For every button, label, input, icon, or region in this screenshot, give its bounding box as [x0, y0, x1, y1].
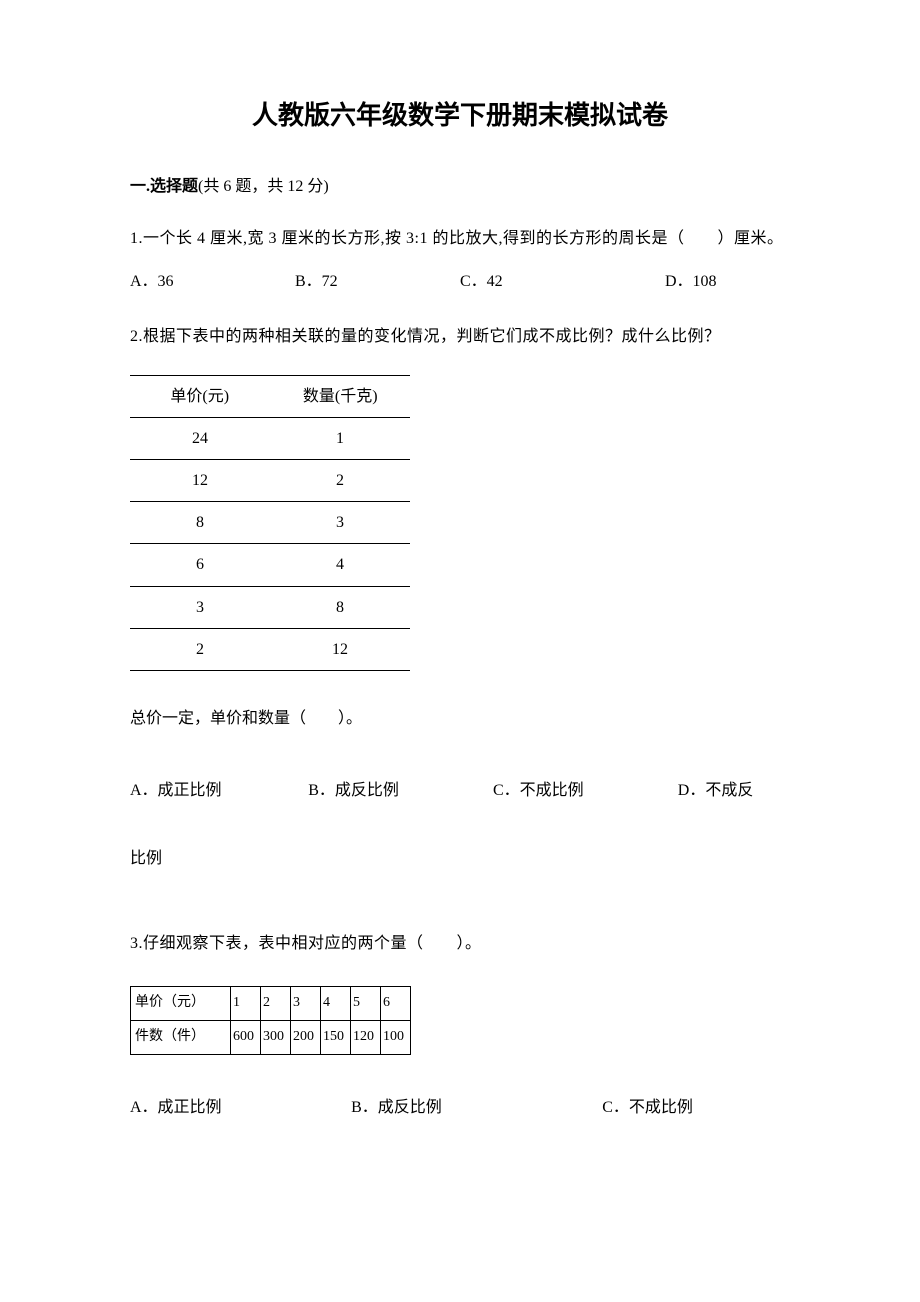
table-cell: 2 — [261, 987, 291, 1021]
option-a: A．成正比例 — [130, 1090, 348, 1125]
option-d-tail: 比例 — [130, 841, 790, 876]
table-header: 单价（元） — [131, 987, 231, 1021]
table-cell: 8 — [270, 586, 410, 628]
table-row: 24 1 — [130, 417, 410, 459]
table-cell: 6 — [130, 544, 270, 586]
option-b: B．成反比例 — [308, 771, 493, 811]
options-row: A．成正比例 B．成反比例 C．不成比例 — [130, 1090, 790, 1125]
table-cell: 24 — [130, 417, 270, 459]
q2-table: 单价(元) 数量(千克) 24 1 12 2 8 3 6 4 3 8 2 12 — [130, 375, 410, 671]
question-3: 3.仔细观察下表，表中相对应的两个量（ ）。 单价（元） 1 2 3 4 5 6… — [130, 926, 790, 1125]
table-cell: 3 — [130, 586, 270, 628]
table-cell: 2 — [270, 459, 410, 501]
question-subtext: 总价一定，单价和数量（ ）。 — [130, 701, 790, 736]
table-cell: 12 — [270, 628, 410, 670]
question-2: 2.根据下表中的两种相关联的量的变化情况，判断它们成不成比例？成什么比例？ 单价… — [130, 319, 790, 876]
option-c: C．不成比例 — [493, 771, 678, 811]
option-b: B．72 — [295, 264, 460, 299]
option-d: D．不成反 — [678, 771, 790, 811]
table-row: 单价（元） 1 2 3 4 5 6 — [131, 987, 411, 1021]
table-cell: 12 — [130, 459, 270, 501]
option-d: D．108 — [625, 264, 790, 299]
table-cell: 5 — [351, 987, 381, 1021]
table-cell: 1 — [270, 417, 410, 459]
options-row: A．36 B．72 C．42 D．108 — [130, 264, 790, 299]
option-c: C．42 — [460, 264, 625, 299]
table-cell: 1 — [231, 987, 261, 1021]
table-header: 件数（件） — [131, 1021, 231, 1055]
table-header: 数量(千克) — [270, 375, 410, 417]
table-cell: 3 — [270, 502, 410, 544]
section-label: 一.选择题 — [130, 178, 198, 195]
table-row: 单价(元) 数量(千克) — [130, 375, 410, 417]
table-cell: 2 — [130, 628, 270, 670]
page-title: 人教版六年级数学下册期末模拟试卷 — [130, 95, 790, 132]
table-cell: 150 — [321, 1021, 351, 1055]
table-cell: 8 — [130, 502, 270, 544]
question-1: 1.一个长 4 厘米,宽 3 厘米的长方形,按 3:1 的比放大,得到的长方形的… — [130, 221, 790, 299]
option-a: A．36 — [130, 264, 295, 299]
table-row: 12 2 — [130, 459, 410, 501]
table-row: 件数（件） 600 300 200 150 120 100 — [131, 1021, 411, 1055]
table-cell: 120 — [351, 1021, 381, 1055]
question-text: 2.根据下表中的两种相关联的量的变化情况，判断它们成不成比例？成什么比例？ — [130, 319, 790, 354]
table-cell: 200 — [291, 1021, 321, 1055]
q3-table: 单价（元） 1 2 3 4 5 6 件数（件） 600 300 200 150 … — [130, 986, 411, 1055]
table-header: 单价(元) — [130, 375, 270, 417]
table-cell: 4 — [270, 544, 410, 586]
table-row: 3 8 — [130, 586, 410, 628]
option-c: C．不成比例 — [572, 1090, 790, 1125]
table-cell: 3 — [291, 987, 321, 1021]
table-cell: 100 — [381, 1021, 411, 1055]
option-b: B．成反比例 — [351, 1090, 569, 1125]
question-text: 3.仔细观察下表，表中相对应的两个量（ ）。 — [130, 926, 790, 961]
table-row: 8 3 — [130, 502, 410, 544]
options-row: A．成正比例 B．成反比例 C．不成比例 D．不成反 — [130, 771, 790, 811]
table-cell: 6 — [381, 987, 411, 1021]
table-cell: 600 — [231, 1021, 261, 1055]
table-cell: 4 — [321, 987, 351, 1021]
option-a: A．成正比例 — [130, 771, 308, 811]
question-text: 1.一个长 4 厘米,宽 3 厘米的长方形,按 3:1 的比放大,得到的长方形的… — [130, 221, 790, 256]
section-meta: (共 6 题，共 12 分) — [198, 178, 329, 195]
table-row: 2 12 — [130, 628, 410, 670]
table-row: 6 4 — [130, 544, 410, 586]
section-header: 一.选择题(共 6 题，共 12 分) — [130, 172, 790, 196]
table-cell: 300 — [261, 1021, 291, 1055]
